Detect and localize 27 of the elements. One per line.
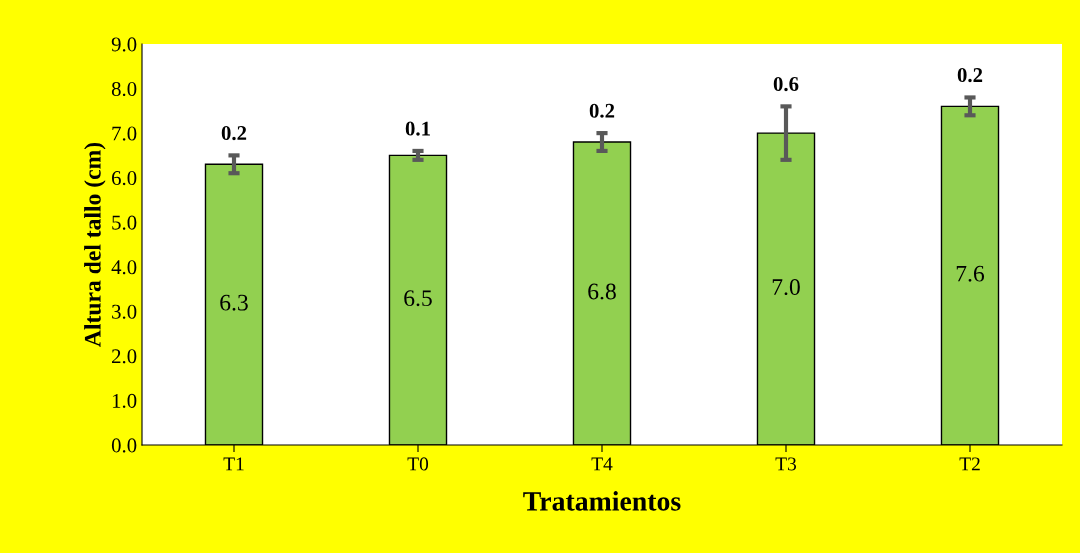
annotation: 0.2 — [957, 68, 983, 83]
x-tick-label: T2 — [959, 457, 980, 471]
data-label: 7.6 — [956, 265, 985, 282]
y-tick-label: 2.0 — [112, 349, 137, 364]
annotation: 0.6 — [773, 76, 799, 92]
y-tick-label: 7.0 — [112, 126, 137, 141]
annotation: 0.1 — [405, 121, 430, 136]
x-axis-title: Tratamientos — [523, 491, 681, 511]
x-tick-label: T1 — [223, 457, 244, 471]
x-tick-label: T4 — [591, 457, 613, 471]
data-label: 6.5 — [404, 290, 432, 307]
y-tick-label: 4.0 — [111, 260, 137, 275]
y-axis-title: Altura del tallo (cm) — [84, 142, 106, 347]
data-label: 7.0 — [772, 279, 800, 296]
y-tick-label: 1.0 — [112, 393, 137, 408]
y-tick-label: 8.0 — [111, 81, 137, 97]
data-label: 6.8 — [588, 283, 616, 300]
y-tick-label: 9.0 — [111, 37, 137, 52]
annotation: 0.2 — [221, 125, 247, 141]
data-label: 6.3 — [220, 294, 248, 311]
x-tick-label: T3 — [775, 457, 797, 471]
y-tick-label: 6.0 — [111, 171, 137, 186]
y-tick-label: 3.0 — [112, 304, 137, 319]
y-tick-label: 0.0 — [111, 438, 137, 453]
y-tick-label: 5.0 — [112, 215, 137, 230]
annotation: 0.2 — [589, 103, 615, 118]
x-tick-label: T0 — [407, 457, 429, 471]
